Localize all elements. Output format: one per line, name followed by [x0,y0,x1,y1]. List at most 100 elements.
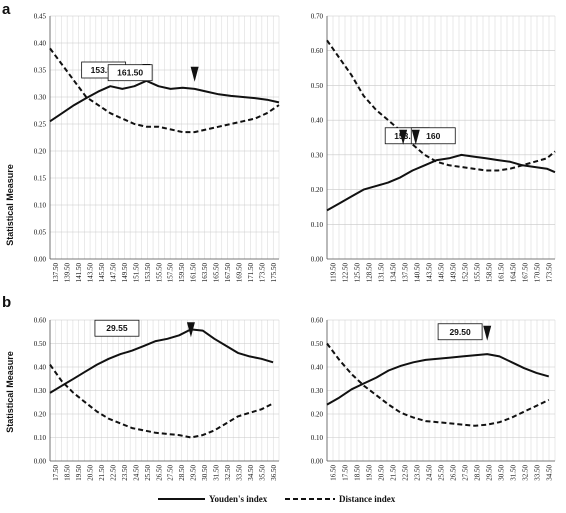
x-tick-label: 34.50 [247,465,255,481]
chart-4: 0.00 0.10 0.20 0.30 0.40 0.50 0.60 16.50 17.50 18… [311,317,556,481]
x-tick-label: 29.50 [486,465,494,481]
x-tick-label: 149.50 [450,263,458,283]
x-tick-label: 152.50 [462,263,470,283]
x-tick-label: 164.50 [510,263,518,283]
y-tick-label: 0.10 [311,221,324,229]
y-tick-label: 0.00 [311,256,324,264]
callout-arrow [411,129,420,145]
x-tick-label: 147.50 [109,263,117,283]
distance-index-line [326,39,556,172]
y-tick-label: 0.20 [311,186,324,194]
youden-index-line [49,79,280,123]
y-tick-label: 0.10 [34,434,47,442]
chart-2: 0.00 0.10 0.20 0.30 0.40 0.50 0.60 0.70 119.50 12… [311,13,556,283]
x-tick-label: 163.50 [201,263,209,283]
x-tick-label: 155.50 [155,263,163,283]
youden-index-line [326,353,550,406]
x-tick-label: 34.50 [546,465,554,481]
x-tick-label: 24.50 [426,465,434,481]
x-tick-label: 173.50 [258,263,266,283]
x-tick-label: 30.50 [498,465,506,481]
legend-distance-label: Distance index [339,494,396,504]
x-tick-label: 146.50 [438,263,446,283]
charts-group: 0.00 0.05 0.10 0.15 0.20 0.25 0.30 0.35 0.40 0.45… [34,13,556,481]
x-tick-label: 151.50 [132,263,140,283]
callout-box [437,323,483,341]
x-tick-label: 28.50 [178,465,186,481]
x-tick-label: 17.50 [342,465,350,481]
y-tick-label: 0.40 [34,364,47,372]
y-tick-label: 0.15 [34,175,47,183]
callout-label: 29.50 [449,327,471,337]
x-tick-label: 18.50 [354,465,362,481]
x-tick-label: 122.50 [342,263,350,283]
x-tick-label: 20.50 [378,465,386,481]
x-tick-label: 145.50 [98,263,106,283]
x-tick-label: 32.50 [522,465,530,481]
legend: Youden's index Distance index [158,494,396,504]
callout-box [410,127,456,145]
y-tick-label: 0.45 [34,13,47,21]
y-tick-label: 0.40 [34,40,47,48]
y-tick-label: 0.30 [34,387,47,395]
callout-label: 153.52 [91,65,117,75]
x-tick-label: 23.50 [121,465,129,481]
callout-arrow [190,66,199,82]
y-tick-label: 0.30 [311,151,324,159]
x-tick-label: 173.50 [546,263,554,283]
callout-box [107,64,153,82]
y-tick-label: 0.50 [311,340,324,348]
x-tick-label: 161.50 [498,263,506,283]
x-tick-label: 33.50 [534,465,542,481]
chart-1: 0.00 0.05 0.10 0.15 0.20 0.25 0.30 0.35 0.40 0.45… [34,13,280,283]
x-tick-label: 143.50 [87,263,95,283]
x-tick-label: 165.50 [213,263,221,283]
panel-label-a: a [2,1,11,18]
y-tick-label: 0.70 [311,13,324,21]
callout-box [94,319,140,337]
y-tick-label: 0.10 [311,434,324,442]
callout-label: 161.50 [117,68,143,78]
y-tick-label: 0.20 [34,411,47,419]
x-tick-label: 21.50 [98,465,106,481]
x-tick-label: 169.50 [235,263,243,283]
x-tick-label: 36.50 [270,465,278,481]
x-tick-label: 158.50 [486,263,494,283]
x-tick-label: 153.50 [144,263,152,283]
legend-youden-label: Youden's index [209,494,268,504]
callout-label: 160 [426,131,440,141]
y-tick-label: 0.50 [311,82,324,90]
x-tick-label: 22.50 [109,465,117,481]
y-tick-label: 0.00 [311,458,324,466]
x-tick-label: 33.50 [235,465,243,481]
x-tick-label: 32.50 [224,465,232,481]
callout-arrow [399,129,408,145]
x-tick-label: 27.50 [462,465,470,481]
callout-label: 153.50 [394,131,420,141]
x-tick-label: 23.50 [414,465,422,481]
distance-index-line [49,364,274,439]
x-tick-label: 31.50 [510,465,518,481]
x-tick-label: 26.50 [155,465,163,481]
x-tick-label: 25.50 [438,465,446,481]
x-tick-label: 20.50 [87,465,95,481]
x-tick-label: 161.50 [190,263,198,283]
y-tick-label: 0.20 [34,148,47,156]
callout-arrow [186,322,195,338]
x-tick-label: 31.50 [213,465,221,481]
x-tick-label: 143.50 [426,263,434,283]
y-axis-label-b: Statistical Measure [5,351,15,433]
x-tick-label: 25.50 [144,465,152,481]
y-tick-label: 0.60 [311,47,324,55]
y-tick-label: 0.60 [34,317,47,325]
x-tick-label: 141.50 [75,263,83,283]
y-tick-label: 0.40 [311,364,324,372]
y-tick-label: 0.30 [34,94,47,102]
x-tick-label: 128.50 [366,263,374,283]
x-tick-label: 157.50 [167,263,175,283]
y-tick-label: 0.00 [34,458,47,466]
x-tick-label: 29.50 [190,465,198,481]
x-tick-label: 16.50 [330,465,338,481]
x-tick-label: 171.50 [247,263,255,283]
